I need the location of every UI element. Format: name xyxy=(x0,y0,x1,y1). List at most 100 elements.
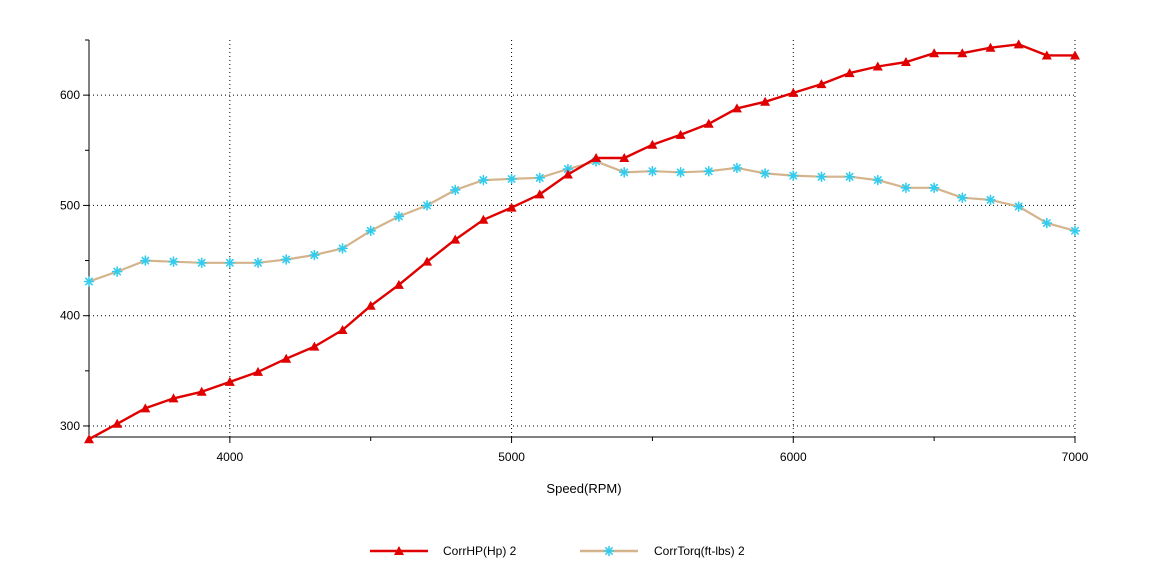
tick-labels: 4000 5000 6000 7000 300 400 500 600 xyxy=(60,39,1089,464)
asterisk-stroke xyxy=(704,167,713,176)
asterisk-stroke xyxy=(1042,219,1051,228)
asterisk-stroke xyxy=(873,176,882,185)
data-point-corrtorq xyxy=(1069,225,1081,237)
asterisk-stroke xyxy=(225,258,234,267)
asterisk-stroke xyxy=(620,168,629,177)
y-tick-label: 600 xyxy=(60,88,80,102)
asterisk-stroke xyxy=(930,183,939,192)
y-tick-label: 300 xyxy=(60,419,80,433)
data-point-corrtorq xyxy=(872,174,884,186)
grid xyxy=(89,40,1076,437)
asterisk-stroke xyxy=(845,172,854,181)
data-point-corrhp xyxy=(253,366,264,376)
data-point-corrtorq xyxy=(478,174,489,186)
data-point-corrhp xyxy=(703,118,714,128)
data-point-corrhp xyxy=(1013,39,1024,49)
legend-item-corrhp: CorrHP(Hp) 2 xyxy=(370,544,517,558)
data-point-corrhp xyxy=(872,61,883,71)
data-point-corrtorq xyxy=(393,211,405,222)
y-tick-label: 400 xyxy=(60,309,80,323)
legend: CorrHP(Hp) 2 CorrTorq(ft-lbs) 2 xyxy=(370,544,745,558)
series-corrhp xyxy=(84,39,1080,444)
data-point-corrhp xyxy=(140,403,151,413)
data-point-corrtorq xyxy=(647,165,658,177)
data-point-corrtorq xyxy=(957,192,968,203)
asterisk-stroke xyxy=(85,277,93,286)
data-point-corrtorq xyxy=(111,266,123,277)
data-point-corrhp xyxy=(506,202,517,212)
data-point-corrhp xyxy=(337,325,348,335)
data-point-corrhp xyxy=(985,42,996,52)
asterisk-stroke xyxy=(282,255,291,264)
data-point-corrtorq xyxy=(421,200,433,211)
asterisk-stroke xyxy=(254,258,262,267)
data-point-corrtorq xyxy=(506,173,517,185)
legend-label-corrtorq: CorrTorq(ft-lbs) 2 xyxy=(654,544,745,558)
data-point-corrhp xyxy=(619,152,630,162)
x-tick-label: 5000 xyxy=(498,450,525,464)
asterisk-stroke xyxy=(310,251,319,259)
x-axis-title: Speed(RPM) xyxy=(546,481,621,496)
data-point-corrtorq xyxy=(844,171,855,183)
asterisk-stroke xyxy=(507,175,516,183)
series-line-corrtorq xyxy=(88,160,1076,283)
asterisk-stroke xyxy=(338,244,347,253)
data-point-corrhp xyxy=(478,214,489,224)
data-point-corrhp xyxy=(422,256,433,266)
data-point-corrhp xyxy=(731,103,742,113)
data-point-corrhp xyxy=(281,353,292,363)
data-point-corrhp xyxy=(675,129,686,139)
data-point-corrhp xyxy=(957,48,968,58)
data-point-corrhp xyxy=(900,57,911,67)
data-point-corrhp xyxy=(168,393,179,403)
x-tick-label: 6000 xyxy=(780,450,807,464)
asterisk-stroke xyxy=(902,183,910,192)
data-point-corrtorq xyxy=(731,162,743,174)
series xyxy=(83,39,1081,444)
asterisk-stroke xyxy=(366,226,375,235)
asterisk-stroke xyxy=(451,186,460,194)
data-point-corrtorq xyxy=(703,165,715,177)
asterisk-stroke xyxy=(1071,226,1079,235)
data-point-corrhp xyxy=(647,139,658,149)
data-point-corrtorq xyxy=(280,254,292,265)
asterisk-stroke xyxy=(732,163,741,172)
data-point-corrtorq xyxy=(900,182,912,194)
data-point-corrhp xyxy=(929,48,940,58)
asterisk-stroke xyxy=(648,167,657,176)
data-point-corrtorq xyxy=(196,257,207,269)
data-point-corrtorq xyxy=(252,257,264,269)
data-point-corrhp xyxy=(760,96,771,106)
data-point-corrtorq xyxy=(1041,217,1053,229)
data-point-corrtorq xyxy=(928,182,940,194)
asterisk-stroke xyxy=(676,168,685,177)
y-tick-label: 500 xyxy=(60,198,80,212)
data-point-corrtorq xyxy=(534,172,546,184)
asterisk-stroke xyxy=(817,172,826,181)
series-line-corrhp xyxy=(88,43,1075,441)
x-tick-label: 7000 xyxy=(1062,450,1089,464)
data-point-corrtorq xyxy=(675,167,686,178)
asterisk-stroke xyxy=(535,173,544,182)
data-point-corrhp xyxy=(562,169,573,179)
asterisk-stroke xyxy=(141,256,150,265)
data-point-corrtorq xyxy=(759,168,771,179)
x-tick-label: 4000 xyxy=(217,450,244,464)
data-point-corrtorq xyxy=(449,184,461,196)
data-point-corrtorq xyxy=(83,276,95,287)
asterisk-stroke xyxy=(169,257,178,266)
data-point-corrtorq xyxy=(337,243,348,254)
data-point-corrtorq xyxy=(787,170,799,181)
legend-marker-corrhp xyxy=(394,546,404,555)
data-point-corrhp xyxy=(788,87,799,97)
data-point-corrhp xyxy=(309,341,320,351)
asterisk-stroke xyxy=(479,176,488,185)
legend-item-corrtorq: CorrTorq(ft-lbs) 2 xyxy=(580,544,745,558)
data-point-corrtorq xyxy=(365,225,377,237)
data-point-corrhp xyxy=(365,300,376,310)
asterisk-stroke xyxy=(958,193,967,202)
asterisk-stroke xyxy=(605,547,613,555)
data-point-corrtorq xyxy=(224,257,236,269)
data-point-corrhp xyxy=(591,152,602,162)
